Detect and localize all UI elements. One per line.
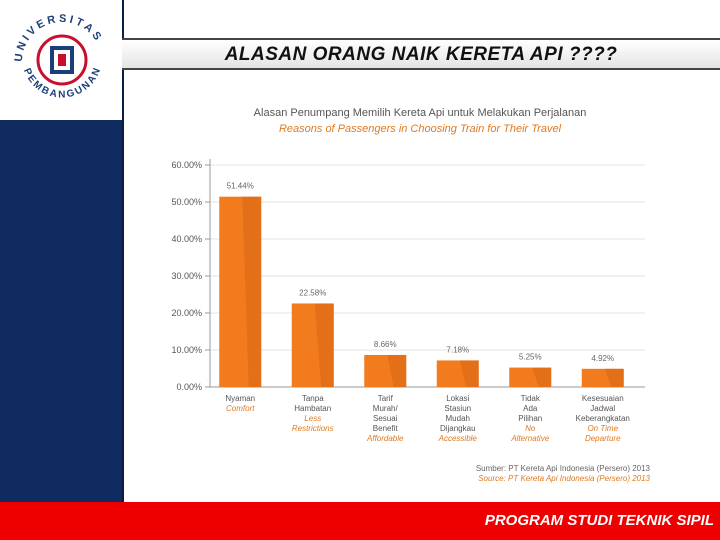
data-label: 5.25% <box>519 353 542 362</box>
x-category-label: Sesuai <box>373 414 398 423</box>
chart-title: Alasan Penumpang Memilih Kereta Api untu… <box>253 107 587 119</box>
x-category-label: Stasiun <box>444 404 471 413</box>
x-category-label: Benefit <box>373 424 399 433</box>
footer-bar: PROGRAM STUDI TEKNIK SIPIL <box>0 502 720 540</box>
bar-shade <box>387 354 407 387</box>
y-tick-label: 30.00% <box>171 271 202 281</box>
chart-subtitle: Reasons of Passengers in Choosing Train … <box>278 123 562 135</box>
chart-area: Alasan Penumpang Memilih Kereta Api untu… <box>130 95 710 495</box>
x-category-label-en: Alternative <box>510 434 549 443</box>
bar-shade <box>314 303 334 387</box>
bar <box>581 368 624 387</box>
logo-emblem: UNIVERSITAS PEMBANGUNAN JAYA <box>0 0 102 101</box>
footer-label: PROGRAM STUDI TEKNIK SIPIL <box>484 512 714 529</box>
x-category-label: Tarif <box>378 394 394 403</box>
x-category-label: Lokasi <box>446 394 469 403</box>
bar <box>436 360 479 387</box>
bar-shade <box>459 360 479 387</box>
x-category-label-en: On Time <box>587 424 618 433</box>
y-tick-label: 10.00% <box>171 345 202 355</box>
x-category-label: Pilihan <box>518 414 542 423</box>
slide-title-bar: ALASAN ORANG NAIK KERETA API ???? <box>122 38 720 70</box>
data-label: 8.66% <box>374 340 397 349</box>
bar <box>219 196 262 387</box>
x-category-label: Dijangkau <box>440 424 476 433</box>
data-label: 7.18% <box>446 345 469 354</box>
university-logo: UNIVERSITAS PEMBANGUNAN JAYA <box>0 0 122 120</box>
x-category-label-en: Departure <box>585 434 621 443</box>
x-category-label: Kesesuaian <box>582 394 624 403</box>
source-label-en: Source: PT Kereta Api Indonesia (Persero… <box>478 474 650 483</box>
data-label: 51.44% <box>227 182 254 191</box>
x-category-label: Murah/ <box>373 404 399 413</box>
bar-chart: 0.00% 10.00% 20.00% 30.00% 40.00% 50.00% 60.00… <box>171 159 651 483</box>
y-tick-label: 50.00% <box>171 197 202 207</box>
x-category-label: Tanpa <box>302 394 324 403</box>
bar <box>291 303 334 387</box>
x-category-label-en: Affordable <box>366 434 404 443</box>
bar-shade <box>604 368 624 387</box>
y-tick-label: 0.00% <box>176 382 202 392</box>
x-category-label: Mudah <box>446 414 470 423</box>
bar <box>364 354 407 387</box>
bar-shade <box>242 196 262 387</box>
x-category-label-en: Comfort <box>226 404 255 413</box>
x-category-label: Jadwal <box>590 404 615 413</box>
x-category-label-en: No <box>525 424 536 433</box>
x-category-label-en: Accessible <box>438 434 478 443</box>
x-category-label: Hambatan <box>294 404 331 413</box>
y-tick-label: 20.00% <box>171 308 202 318</box>
slide-title: ALASAN ORANG NAIK KERETA API ???? <box>224 44 618 65</box>
x-category-label-en: Restrictions <box>292 424 334 433</box>
x-category-label: Nyaman <box>225 394 255 403</box>
data-label: 4.92% <box>591 354 614 363</box>
bar <box>509 367 552 387</box>
y-tick-label: 40.00% <box>171 234 202 244</box>
bar-shade <box>532 367 552 387</box>
x-category-label: Keberangkatan <box>576 414 630 423</box>
x-category-label-en: Less <box>304 414 321 423</box>
x-category-label: Tidak <box>521 394 541 403</box>
y-tick-label: 60.00% <box>171 160 202 170</box>
data-label: 22.58% <box>299 288 326 297</box>
source-label: Sumber: PT Kereta Api Indonesia (Persero… <box>476 464 651 473</box>
x-category-label: Ada <box>523 404 538 413</box>
